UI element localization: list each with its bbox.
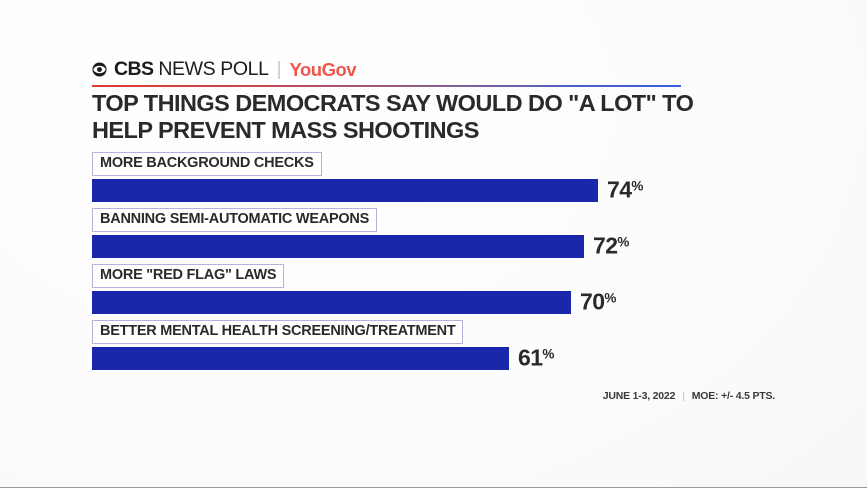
- bar-label: BANNING SEMI-AUTOMATIC WEAPONS: [92, 208, 378, 232]
- header-divider: [92, 85, 681, 87]
- bar-track: 61%: [92, 344, 792, 371]
- bar-label: MORE BACKGROUND CHECKS: [92, 152, 322, 176]
- bar-chart: MORE BACKGROUND CHECKS 74% BANNING SEMI-…: [92, 152, 792, 376]
- cbs-eye-icon: [92, 62, 107, 77]
- bar-value-number: 61: [518, 344, 543, 371]
- bar-value: 72%: [593, 232, 630, 259]
- percent-sign: %: [617, 234, 630, 250]
- bar-track: 70%: [92, 288, 792, 315]
- percent-sign: %: [631, 178, 644, 194]
- percent-sign: %: [542, 346, 555, 362]
- footer-separator: |: [682, 390, 685, 402]
- poll-date: JUNE 1-3, 2022: [602, 390, 676, 402]
- bar-row: MORE BACKGROUND CHECKS 74%: [92, 152, 792, 208]
- bar-value-number: 72: [593, 232, 618, 259]
- bar-row: BANNING SEMI-AUTOMATIC WEAPONS 72%: [92, 208, 792, 264]
- bar-value: 70%: [580, 288, 617, 315]
- poll-branding: CBS NEWS POLL | YouGov: [92, 58, 357, 81]
- bar-label: MORE "RED FLAG" LAWS: [92, 264, 285, 288]
- bar-fill: [92, 346, 509, 370]
- header-separator: |: [276, 59, 282, 81]
- bar-fill: [92, 290, 571, 314]
- margin-of-error: MOE: +/- 4.5 PTS.: [691, 390, 775, 402]
- bar-value: 74%: [607, 176, 644, 203]
- bar-track: 72%: [92, 232, 792, 259]
- bar-row: MORE "RED FLAG" LAWS 70%: [92, 264, 792, 320]
- percent-sign: %: [604, 290, 617, 306]
- page-title: TOP THINGS DEMOCRATS SAY WOULD DO "A LOT…: [92, 90, 694, 144]
- cbs-wordmark: CBS: [114, 58, 154, 80]
- yougov-wordmark: YouGov: [289, 58, 357, 80]
- footer-note: JUNE 1-3, 2022 | MOE: +/- 4.5 PTS.: [0, 390, 775, 402]
- news-poll-label: NEWS POLL: [158, 58, 269, 80]
- bar-track: 74%: [92, 176, 792, 203]
- bar-fill: [92, 234, 584, 258]
- bar-fill: [92, 178, 598, 202]
- bar-row: BETTER MENTAL HEALTH SCREENING/TREATMENT…: [92, 320, 792, 376]
- bar-value-number: 74: [607, 176, 632, 203]
- bar-value: 61%: [518, 344, 555, 371]
- bar-value-number: 70: [580, 288, 605, 315]
- bar-label: BETTER MENTAL HEALTH SCREENING/TREATMENT: [92, 320, 464, 344]
